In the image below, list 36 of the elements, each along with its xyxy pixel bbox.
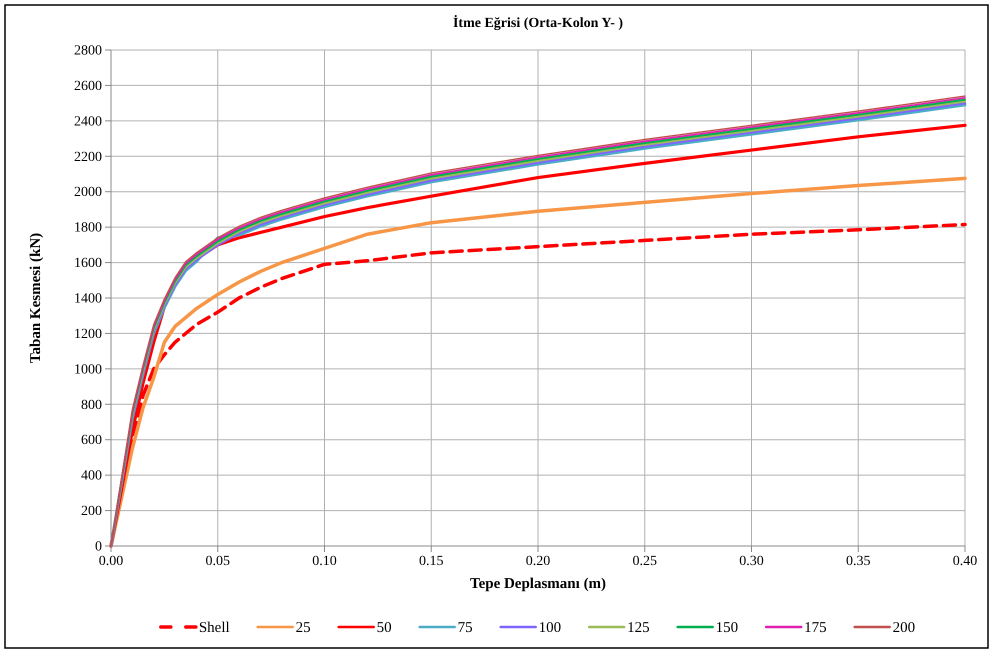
x-tick-label: 0.30 bbox=[739, 554, 764, 569]
x-tick-label: 0.15 bbox=[419, 554, 444, 569]
legend-label: 175 bbox=[804, 620, 827, 636]
legend-label: 125 bbox=[627, 620, 650, 636]
y-axis-title: Taban Kesmesi (kN) bbox=[28, 232, 44, 364]
y-tick-label: 600 bbox=[81, 433, 102, 448]
x-tick-label: 0.00 bbox=[98, 554, 124, 569]
x-tick-label: 0.40 bbox=[952, 554, 978, 569]
x-tick-label: 0.25 bbox=[632, 554, 657, 569]
y-tick-label: 1200 bbox=[74, 326, 102, 342]
x-tick-label: 0.20 bbox=[526, 554, 550, 569]
y-tick-label: 1000 bbox=[74, 362, 102, 378]
legend-label: Shell bbox=[198, 620, 230, 636]
y-tick-label: 0 bbox=[95, 539, 102, 554]
legend-label: 75 bbox=[458, 620, 473, 636]
y-tick-label: 2000 bbox=[74, 185, 102, 200]
y-tick-label: 400 bbox=[81, 468, 102, 484]
legend-label: 25 bbox=[296, 620, 311, 636]
y-tick-label: 2200 bbox=[74, 150, 102, 165]
x-tick-label: 0.35 bbox=[846, 554, 870, 569]
legend-label: 100 bbox=[538, 620, 562, 636]
y-tick-label: 2600 bbox=[74, 78, 102, 94]
x-tick-label: 0.10 bbox=[312, 554, 337, 569]
y-tick-label: 1600 bbox=[74, 256, 102, 272]
x-tick-label: 0.05 bbox=[206, 554, 230, 569]
y-tick-label: 1400 bbox=[74, 291, 102, 306]
legend-label: 150 bbox=[716, 620, 738, 636]
y-tick-label: 800 bbox=[81, 398, 102, 413]
y-tick-label: 1800 bbox=[74, 220, 102, 236]
x-axis-title: Tepe Deplasmanı (m) bbox=[470, 576, 606, 592]
y-tick-label: 200 bbox=[81, 504, 102, 520]
legend-label: 50 bbox=[376, 620, 392, 636]
y-tick-label: 2800 bbox=[74, 43, 102, 58]
y-tick-label: 2400 bbox=[74, 114, 102, 130]
legend-label: 200 bbox=[892, 620, 916, 636]
chart-title: İtme Eğrisi (Orta-Kolon Y- ) bbox=[452, 15, 624, 31]
